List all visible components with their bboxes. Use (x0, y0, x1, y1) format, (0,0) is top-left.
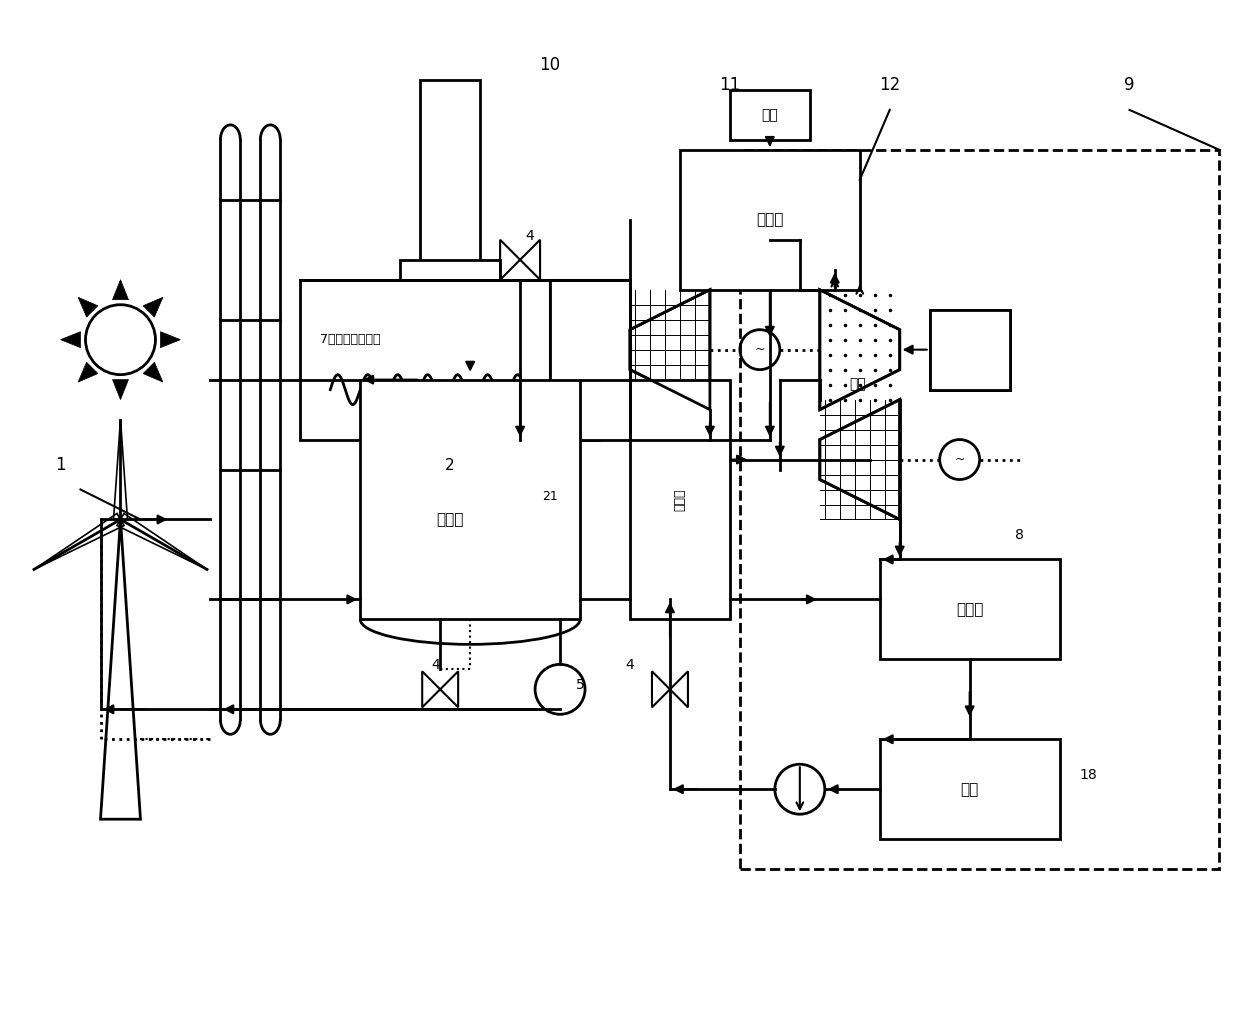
Text: 12: 12 (879, 75, 900, 94)
Polygon shape (61, 331, 81, 347)
Text: 储热罐: 储热罐 (436, 512, 464, 527)
Polygon shape (143, 363, 162, 382)
Bar (630, 380, 730, 620)
Text: ~: ~ (755, 343, 765, 357)
Text: 燃气: 燃气 (761, 108, 779, 122)
Text: 空气: 空气 (849, 378, 867, 391)
Text: 4: 4 (626, 658, 635, 673)
Text: 2: 2 (445, 458, 455, 473)
Text: 21: 21 (542, 489, 558, 502)
Bar (300, 280, 600, 439)
Polygon shape (113, 280, 129, 300)
Polygon shape (143, 298, 162, 317)
Polygon shape (78, 298, 98, 317)
Bar (361, 380, 580, 620)
Text: 11: 11 (719, 75, 740, 94)
Polygon shape (160, 331, 181, 347)
Bar (401, 260, 500, 300)
Bar (551, 280, 630, 439)
Text: 7传热介质补热器: 7传热介质补热器 (320, 333, 381, 346)
Polygon shape (113, 380, 129, 399)
Bar (930, 310, 1009, 389)
Bar (879, 559, 1059, 659)
Text: 10: 10 (539, 56, 560, 74)
Text: 1: 1 (56, 455, 66, 474)
Text: 4: 4 (432, 658, 440, 673)
Text: ~: ~ (955, 453, 965, 466)
Polygon shape (78, 363, 98, 382)
Bar (730, 90, 810, 140)
Bar (930, 310, 1009, 389)
Text: 冷凝器: 冷凝器 (956, 602, 983, 616)
Text: 18: 18 (1080, 768, 1097, 783)
Text: 4: 4 (526, 228, 534, 243)
Text: 燃烧室: 燃烧室 (756, 212, 784, 227)
Text: 5: 5 (575, 679, 584, 692)
Bar (551, 280, 630, 439)
Text: 8: 8 (1016, 529, 1024, 542)
Bar (879, 739, 1059, 840)
Bar (420, 79, 480, 300)
Bar (740, 150, 1219, 869)
Text: 气液: 气液 (961, 782, 978, 797)
Bar (680, 150, 859, 289)
Text: 蕲发器: 蕲发器 (673, 488, 687, 511)
Text: 9: 9 (1125, 75, 1135, 94)
